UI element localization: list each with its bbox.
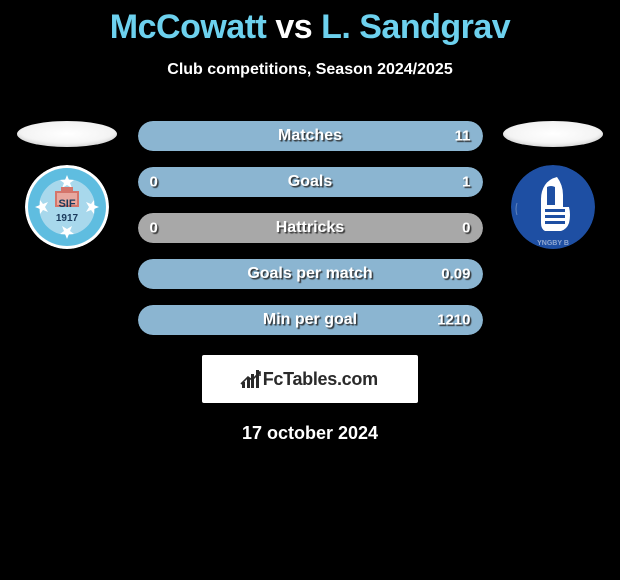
- stat-label: Matches: [278, 127, 342, 145]
- svg-text:YNGBY B: YNGBY B: [537, 240, 569, 247]
- club-left-badge: SIF 1917: [25, 165, 109, 249]
- sif-badge-icon: SIF 1917: [25, 165, 109, 249]
- stat-value-left: 0: [150, 174, 158, 191]
- date: 17 october 2024: [0, 423, 620, 444]
- svg-text:1917: 1917: [56, 213, 79, 224]
- club-right-badge: YNGBY B: [511, 165, 595, 249]
- stat-value-right: 0.09: [441, 266, 470, 283]
- stat-row: Goals 0 1: [138, 167, 483, 197]
- stat-label: Min per goal: [263, 311, 357, 329]
- title: McCowatt vs L. Sandgrav: [0, 8, 620, 47]
- stat-label: Goals per match: [247, 265, 372, 283]
- stats-column: Matches 11 Goals 0 1 Hattricks 0 0 Goals per mat…: [138, 121, 483, 351]
- player2-avatar-placeholder: [503, 121, 603, 147]
- stat-row: Min per goal 1210: [138, 305, 483, 335]
- fctables-chart-icon: [242, 370, 259, 388]
- fctables-branding: FcTables.com: [202, 355, 418, 403]
- stat-row: Goals per match 0.09: [138, 259, 483, 289]
- lyngby-badge-icon: YNGBY B: [511, 165, 595, 249]
- stat-value-right: 11: [455, 128, 471, 145]
- player2-name: L. Sandgrav: [321, 8, 510, 46]
- stat-value-left: 0: [150, 220, 158, 237]
- stat-value-right: 1210: [437, 312, 470, 329]
- stat-label: Goals: [288, 173, 332, 191]
- player1-avatar-placeholder: [17, 121, 117, 147]
- stat-label: Hattricks: [276, 219, 344, 237]
- main-row: SIF 1917 Matches11Goals01Hattricks00Goal…: [0, 121, 620, 351]
- stat-row: Hattricks 0 0: [138, 213, 483, 243]
- subtitle: Club competitions, Season 2024/2025: [0, 61, 620, 79]
- stat-value-right: 1: [462, 174, 470, 191]
- comparison-infographic: McCowatt vs L. Sandgrav Club competition…: [0, 0, 620, 444]
- fctables-text: FcTables.com: [263, 369, 378, 390]
- stat-value-right: 0: [462, 220, 470, 237]
- left-side: SIF 1917: [15, 121, 120, 249]
- svg-text:SIF: SIF: [58, 198, 75, 210]
- player1-name: McCowatt: [110, 8, 267, 46]
- right-side: YNGBY B: [501, 121, 606, 249]
- stat-row: Matches 11: [138, 121, 483, 151]
- vs-text: vs: [275, 8, 312, 46]
